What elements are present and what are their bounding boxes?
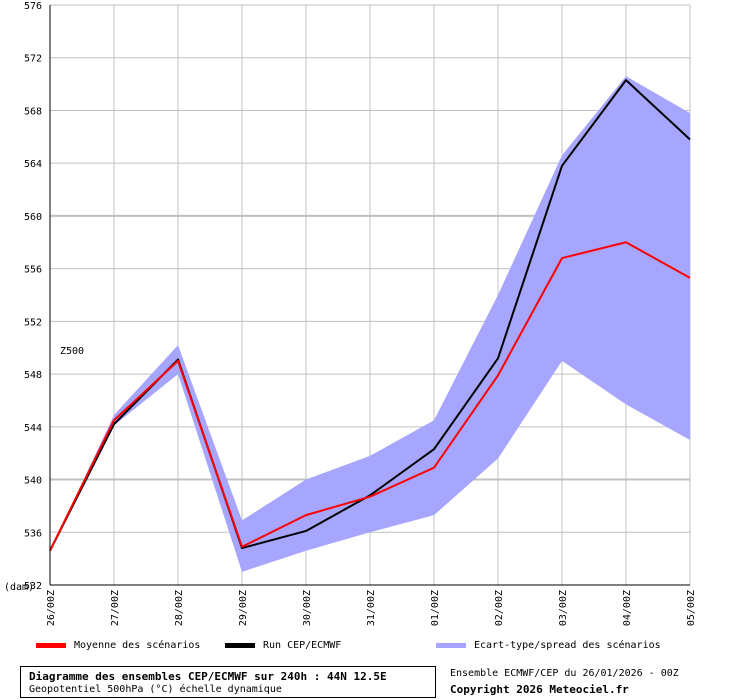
y-tick-label: 540 [24, 476, 42, 487]
x-tick-label: 31/00Z [366, 590, 377, 626]
y-tick-label: 536 [24, 528, 42, 539]
legend-item-spread: Ecart-type/spread des scénarios [436, 640, 661, 651]
y-tick-label: 544 [24, 423, 42, 434]
x-tick-label: 03/00Z [558, 590, 569, 626]
legend-item-mean: Moyenne des scénarios [36, 640, 200, 651]
y-tick-label: 564 [24, 159, 42, 170]
x-tick-label: 26/00Z [46, 590, 57, 626]
x-tick-label: 27/00Z [110, 590, 121, 626]
legend-item-run: Run CEP/ECMWF [225, 640, 341, 651]
series-line-mean [49, 241, 691, 552]
x-tick-label: 01/00Z [430, 590, 441, 626]
spread-band [50, 76, 690, 572]
x-tick-label: 05/00Z [686, 590, 697, 626]
legend-label-spread: Ecart-type/spread des scénarios [474, 640, 661, 651]
legend-label-mean: Moyenne des scénarios [74, 640, 201, 651]
legend-label-run: Run CEP/ECMWF [263, 640, 342, 651]
chart-subtitle: Geopotentiel 500hPa (°C) échelle dynamiq… [29, 684, 282, 695]
y-tick-label: 568 [24, 106, 42, 117]
x-tick-label: 28/00Z [174, 590, 185, 626]
y-tick-label: 552 [24, 317, 42, 328]
legend-swatch-spread [436, 643, 466, 648]
y-tick-label: 556 [24, 265, 42, 276]
legend-swatch-run [225, 643, 255, 648]
legend-swatch-mean [36, 643, 66, 648]
y-tick-label: 572 [24, 54, 42, 65]
x-tick-label: 02/00Z [494, 590, 505, 626]
y-tick-label: 548 [24, 370, 42, 381]
y-tick-label: 532 [24, 581, 42, 592]
y-tick-label: 576 [24, 1, 42, 12]
y-tick-label: 560 [24, 212, 42, 223]
ensemble-info: Ensemble ECMWF/CEP du 26/01/2026 - 00Z [450, 668, 679, 679]
footer: Ensemble ECMWF/CEP du 26/01/2026 - 00Z C… [450, 666, 735, 698]
variable-label: Z500 [60, 346, 84, 357]
chart-title: Diagramme des ensembles CEP/ECMWF sur 24… [29, 670, 387, 683]
y-unit-label: (dam) [4, 582, 34, 593]
x-tick-label: 30/00Z [302, 590, 313, 626]
axes: 532 536 540 544 548 552 556 560 564 568 572 576 26/0… [24, 1, 697, 626]
x-tick-label: 04/00Z [622, 590, 633, 626]
copyright: Copyright 2026 Meteociel.fr [450, 683, 629, 696]
legend: Moyenne des scénarios Run CEP/ECMWF Ecar… [0, 640, 740, 656]
chart-title-box: Diagramme des ensembles CEP/ECMWF sur 24… [20, 666, 436, 698]
x-tick-label: 29/00Z [238, 590, 249, 626]
series-lines [49, 79, 691, 552]
